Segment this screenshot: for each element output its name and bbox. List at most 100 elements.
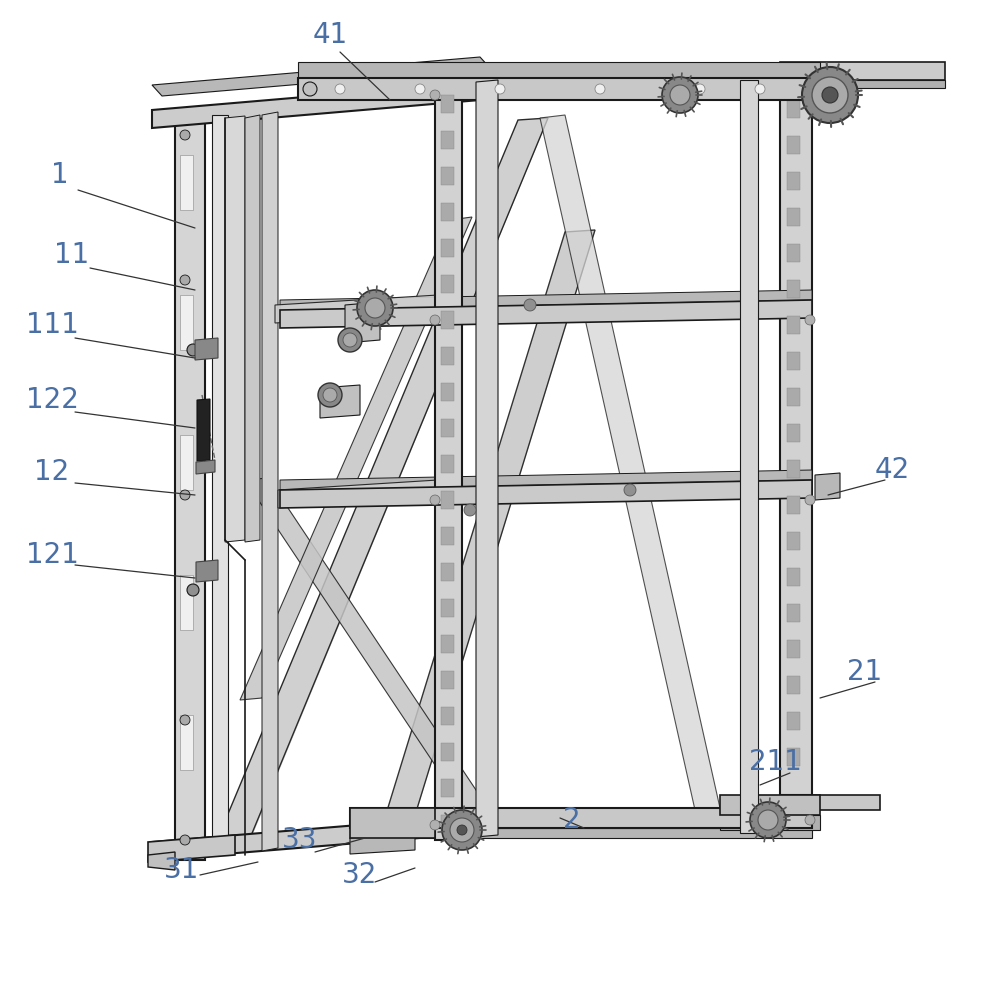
Polygon shape xyxy=(787,280,800,298)
Circle shape xyxy=(180,490,190,500)
Text: 111: 111 xyxy=(26,311,79,339)
Circle shape xyxy=(415,84,425,94)
Polygon shape xyxy=(441,635,454,653)
Polygon shape xyxy=(280,480,812,508)
Polygon shape xyxy=(280,290,812,310)
Polygon shape xyxy=(441,491,454,509)
Circle shape xyxy=(430,495,440,505)
Polygon shape xyxy=(441,203,454,221)
Circle shape xyxy=(524,299,536,311)
Polygon shape xyxy=(787,424,800,442)
Polygon shape xyxy=(540,115,720,810)
Polygon shape xyxy=(148,835,235,862)
Polygon shape xyxy=(787,676,800,694)
Text: 122: 122 xyxy=(26,386,79,414)
Circle shape xyxy=(343,333,357,347)
Text: 211: 211 xyxy=(748,748,801,776)
Polygon shape xyxy=(175,110,205,860)
Polygon shape xyxy=(441,167,454,185)
Circle shape xyxy=(187,344,199,356)
Circle shape xyxy=(822,87,838,103)
Polygon shape xyxy=(212,115,228,855)
Polygon shape xyxy=(441,275,454,293)
Circle shape xyxy=(662,77,698,113)
Polygon shape xyxy=(262,112,278,851)
Polygon shape xyxy=(350,808,812,828)
Polygon shape xyxy=(787,316,800,334)
Polygon shape xyxy=(787,568,800,586)
Text: 32: 32 xyxy=(342,861,377,889)
Polygon shape xyxy=(787,496,800,514)
Polygon shape xyxy=(787,532,800,550)
Circle shape xyxy=(457,825,467,835)
Circle shape xyxy=(180,130,190,140)
Polygon shape xyxy=(787,640,800,658)
Circle shape xyxy=(495,84,505,94)
Circle shape xyxy=(805,495,815,505)
Circle shape xyxy=(802,67,858,123)
Polygon shape xyxy=(787,100,800,118)
Polygon shape xyxy=(152,82,480,128)
Polygon shape xyxy=(180,155,193,210)
Polygon shape xyxy=(441,743,454,761)
Polygon shape xyxy=(441,239,454,257)
Polygon shape xyxy=(787,712,800,730)
Polygon shape xyxy=(148,852,175,870)
Polygon shape xyxy=(787,604,800,622)
Polygon shape xyxy=(441,599,454,617)
Polygon shape xyxy=(476,80,498,837)
Polygon shape xyxy=(720,795,820,815)
Circle shape xyxy=(450,818,474,842)
Circle shape xyxy=(805,90,815,100)
Text: 11: 11 xyxy=(54,241,90,269)
Polygon shape xyxy=(787,244,800,262)
Polygon shape xyxy=(787,208,800,226)
Polygon shape xyxy=(278,480,438,508)
Circle shape xyxy=(758,810,778,830)
Circle shape xyxy=(357,290,393,326)
Circle shape xyxy=(430,820,440,830)
Circle shape xyxy=(464,504,476,516)
Circle shape xyxy=(180,835,190,845)
Polygon shape xyxy=(787,460,800,478)
Circle shape xyxy=(303,82,317,96)
Circle shape xyxy=(595,84,605,94)
Polygon shape xyxy=(280,300,812,328)
Polygon shape xyxy=(780,62,945,80)
Polygon shape xyxy=(298,62,820,78)
Polygon shape xyxy=(787,172,800,190)
Polygon shape xyxy=(441,95,454,113)
Polygon shape xyxy=(298,78,820,100)
Circle shape xyxy=(180,275,190,285)
Polygon shape xyxy=(787,388,800,406)
Polygon shape xyxy=(320,385,360,418)
Polygon shape xyxy=(441,419,454,437)
Polygon shape xyxy=(787,136,800,154)
Circle shape xyxy=(318,383,342,407)
Circle shape xyxy=(335,84,345,94)
Circle shape xyxy=(670,85,690,105)
Polygon shape xyxy=(787,352,800,370)
Circle shape xyxy=(323,388,337,402)
Polygon shape xyxy=(441,671,454,689)
Polygon shape xyxy=(215,118,548,845)
Polygon shape xyxy=(195,338,218,360)
Polygon shape xyxy=(196,460,215,474)
Polygon shape xyxy=(350,828,812,838)
Polygon shape xyxy=(180,575,193,630)
Polygon shape xyxy=(240,217,472,700)
Circle shape xyxy=(750,802,786,838)
Polygon shape xyxy=(441,527,454,545)
Polygon shape xyxy=(441,779,454,797)
Polygon shape xyxy=(152,815,480,860)
Polygon shape xyxy=(815,473,840,500)
Polygon shape xyxy=(780,83,812,795)
Polygon shape xyxy=(441,131,454,149)
Circle shape xyxy=(338,328,362,352)
Circle shape xyxy=(805,315,815,325)
Polygon shape xyxy=(350,808,435,838)
Polygon shape xyxy=(740,80,758,833)
Polygon shape xyxy=(280,470,812,490)
Text: 12: 12 xyxy=(34,458,70,486)
Polygon shape xyxy=(441,707,454,725)
